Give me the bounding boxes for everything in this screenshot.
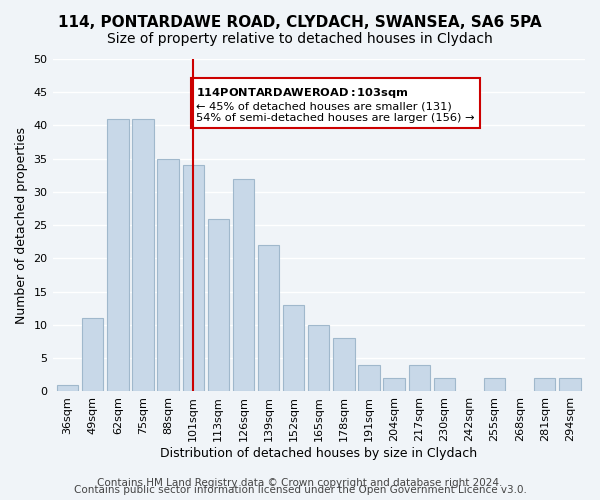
- Text: Contains public sector information licensed under the Open Government Licence v3: Contains public sector information licen…: [74, 485, 526, 495]
- Bar: [283, 305, 304, 392]
- Text: Contains HM Land Registry data © Crown copyright and database right 2024.: Contains HM Land Registry data © Crown c…: [97, 478, 503, 488]
- Bar: [434, 378, 455, 392]
- Bar: [333, 338, 355, 392]
- X-axis label: Distribution of detached houses by size in Clydach: Distribution of detached houses by size …: [160, 447, 478, 460]
- Bar: [132, 119, 154, 392]
- Bar: [308, 325, 329, 392]
- Bar: [208, 218, 229, 392]
- Bar: [82, 318, 103, 392]
- Bar: [182, 166, 204, 392]
- Bar: [484, 378, 505, 392]
- Text: $\bf{114 PONTARDAWE ROAD: 103sqm}$
← 45% of detached houses are smaller (131)
54: $\bf{114 PONTARDAWE ROAD: 103sqm}$ ← 45%…: [196, 86, 475, 123]
- Bar: [107, 119, 128, 392]
- Bar: [383, 378, 405, 392]
- Bar: [233, 178, 254, 392]
- Bar: [258, 245, 279, 392]
- Y-axis label: Number of detached properties: Number of detached properties: [15, 126, 28, 324]
- Bar: [409, 365, 430, 392]
- Bar: [157, 158, 179, 392]
- Bar: [358, 365, 380, 392]
- Text: Size of property relative to detached houses in Clydach: Size of property relative to detached ho…: [107, 32, 493, 46]
- Bar: [57, 385, 78, 392]
- Bar: [559, 378, 581, 392]
- Bar: [534, 378, 556, 392]
- Text: 114, PONTARDAWE ROAD, CLYDACH, SWANSEA, SA6 5PA: 114, PONTARDAWE ROAD, CLYDACH, SWANSEA, …: [58, 15, 542, 30]
